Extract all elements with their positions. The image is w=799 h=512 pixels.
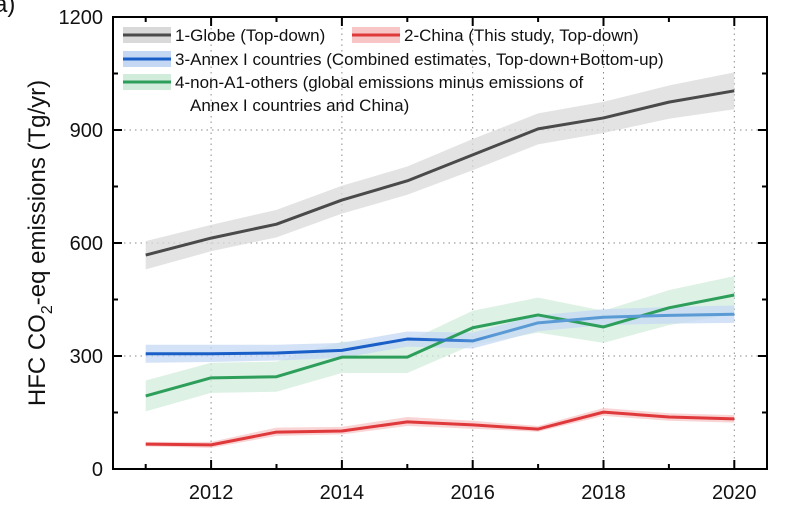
y-tick-label: 1200: [59, 7, 104, 29]
x-tick-label: 2016: [450, 482, 495, 504]
panel-label: a): [0, 0, 15, 18]
y-tick-label: 300: [70, 346, 103, 368]
legend-label-non-a1-line2: Annex I countries and China): [190, 96, 409, 115]
y-tick-label: 600: [70, 233, 103, 255]
legend-label-china: 2-China (This study, Top-down): [404, 26, 639, 45]
y-axis-label: HFC CO2-eq emissions (Tg/yr): [24, 80, 56, 406]
series-line-2: [145, 410, 735, 447]
series-lines: [145, 89, 735, 447]
axes: [112, 16, 768, 470]
y-tick-label: 900: [70, 120, 103, 142]
x-tick-label: 2014: [320, 482, 365, 504]
x-tick-label: 2018: [581, 482, 626, 504]
legend-label-annex-i: 3-Annex I countries (Combined estimates,…: [175, 50, 664, 69]
legend-label-globe: 1-Globe (Top-down): [175, 26, 325, 45]
legend-label-non-a1-line1: 4-non-A1-others (global emissions minus …: [175, 73, 583, 92]
y-axis-label-prefix: HFC CO: [24, 314, 51, 406]
series-line-1: [145, 89, 735, 257]
series-line-3: [145, 312, 735, 356]
x-tick-label: 2012: [189, 482, 234, 504]
y-axis-label-suffix: -eq emissions (Tg/yr): [24, 80, 51, 305]
x-tick-labels: 2012 2014 2016 2018 2020: [189, 482, 757, 504]
x-tick-label: 2020: [712, 482, 757, 504]
y-tick-labels: 0 300 600 900 1200: [59, 7, 104, 481]
y-tick-label: 0: [92, 459, 103, 481]
uncertainty-bands: [145, 72, 735, 448]
legend: 1-Globe (Top-down) 2-China (This study, T…: [123, 26, 664, 115]
y-axis-label-subscript: 2: [39, 305, 56, 314]
uncertainty-band-series-2: [145, 407, 735, 448]
